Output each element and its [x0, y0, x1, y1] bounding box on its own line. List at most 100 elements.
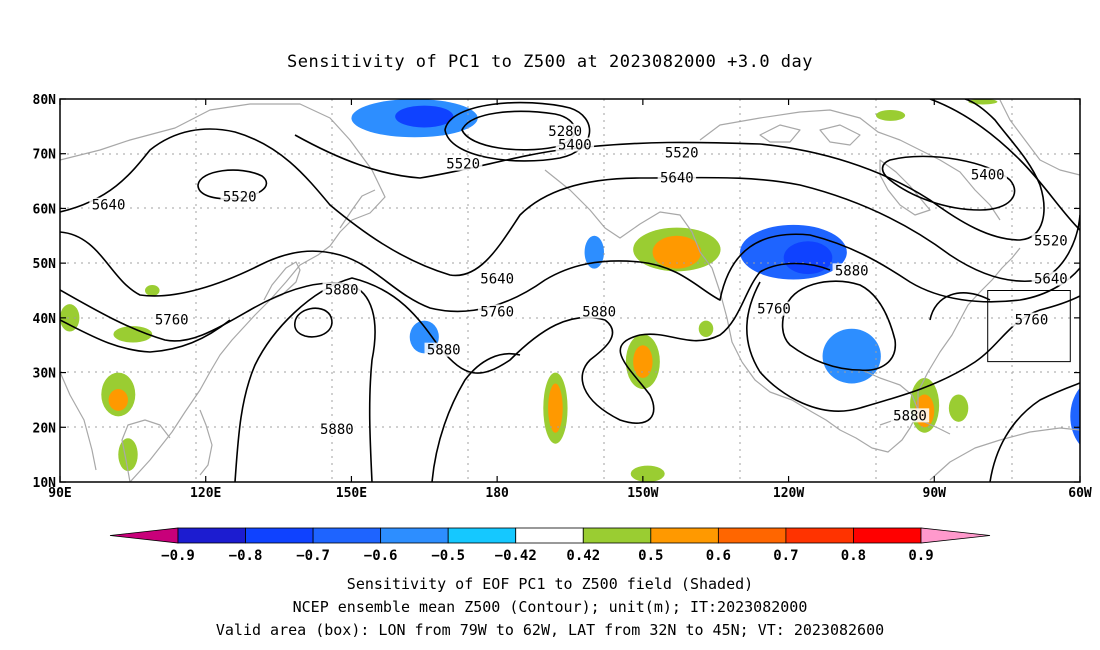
contour-label-text: 5400 — [971, 168, 1005, 184]
shaded-pos-area-11 — [633, 345, 653, 379]
shaded-pos-area-25 — [876, 109, 906, 121]
arctic-islands-coastline-2 — [819, 124, 861, 146]
contour-label-5520: 5520 — [220, 189, 259, 205]
contour-label-5760: 5760 — [754, 301, 794, 318]
contour-label-text: 5640 — [92, 198, 126, 214]
shaded-neg-area-7 — [1070, 387, 1080, 445]
shaded-pos-area-27 — [1085, 99, 1100, 104]
lon-tick-label: 150E — [336, 486, 367, 501]
contour-5760 — [60, 231, 1080, 313]
contour-5880-southeast — [431, 353, 521, 482]
lon-tick-label: 180 — [485, 486, 509, 501]
colorbar-swatch — [785, 527, 854, 544]
colorbar-label: 0.7 — [773, 548, 798, 564]
colorbar-swatch — [447, 527, 517, 544]
contour-label-bg — [890, 408, 930, 423]
contour-label-bg — [89, 197, 128, 212]
india-coastline — [60, 371, 97, 471]
contour-label-5640: 5640 — [477, 271, 517, 288]
contour-label-text: 5760 — [757, 302, 791, 318]
z500-contours — [60, 99, 1080, 482]
contour-label-text: 5760 — [480, 304, 514, 320]
colorbar-label: 0.5 — [638, 548, 663, 564]
contour-label-5520: 5520 — [443, 156, 483, 173]
contour-label-5880: 5880 — [424, 342, 463, 359]
contour-label-bg — [832, 263, 871, 278]
contour-label-text: 5640 — [660, 170, 694, 186]
contour-label-5760: 5760 — [477, 304, 517, 320]
greenland-coastline — [999, 99, 1080, 176]
contour-label-5760: 5760 — [1012, 312, 1051, 329]
contour-label-bg — [424, 342, 463, 357]
contour-label-5880: 5880 — [317, 422, 357, 438]
contour-label-text: 5760 — [155, 313, 189, 329]
shaded-neg-area-4 — [783, 241, 833, 275]
lat-tick-label: 30N — [33, 367, 57, 382]
lat-tick-label: 20N — [33, 421, 57, 436]
colorbar-swatch — [177, 527, 246, 544]
map-frame — [59, 98, 1081, 483]
colorbar-label: 0.9 — [908, 548, 933, 564]
figure-title: Sensitivity of PC1 to Z500 at 2023082000… — [287, 52, 813, 72]
colorbar-swatch — [380, 527, 449, 544]
shaded-pos-area-22 — [60, 304, 80, 332]
contour-label-text: 5520 — [665, 146, 699, 162]
contour-label-bg — [317, 422, 357, 437]
shaded-pos-area-24 — [698, 320, 714, 338]
contour-label-bg — [443, 156, 483, 171]
contour-label-5280: 5280 — [545, 124, 585, 140]
lat-tick-label: 70N — [33, 148, 57, 163]
contour-5640-upper-east — [929, 99, 1080, 231]
colorbar-label: 0.6 — [706, 548, 731, 564]
sensitivity-shading — [60, 99, 1100, 482]
lon-tick-label: 150W — [627, 486, 658, 501]
colorbar-swatch — [650, 527, 719, 544]
indochina-coastline — [121, 419, 171, 482]
contour-label-5400: 5400 — [968, 167, 1007, 184]
contour-5640 — [60, 128, 1080, 283]
colorbar-swatch — [515, 527, 584, 544]
shaded-neg-area-1 — [395, 105, 454, 128]
shaded-pos-area-13 — [548, 383, 563, 433]
shaded-pos-area-21 — [113, 326, 153, 343]
colorbar-swatch — [717, 527, 787, 544]
gulf-coastline — [861, 369, 919, 411]
contour-labels: 5280540055205520552055205400564056405640… — [89, 124, 1100, 438]
contour-label-bg — [1031, 271, 1071, 286]
colorbar-label: −0.9 — [161, 548, 195, 564]
shaded-pos-area-28 — [1080, 199, 1090, 208]
caption-block: Sensitivity of EOF PC1 to Z500 field (Sh… — [216, 575, 884, 639]
lon-tick-label: 90W — [923, 486, 947, 501]
contour-5880-closed-small — [293, 307, 333, 338]
shaded-neg-area-5 — [822, 328, 881, 384]
philippines-coastline — [199, 409, 213, 476]
lat-tick-label: 50N — [33, 257, 57, 272]
contour-label-bg — [477, 271, 517, 286]
contour-label-text: 5880 — [893, 408, 927, 424]
contour-label-5520: 5520 — [1031, 233, 1071, 249]
contour-label-text: 5760 — [1015, 313, 1049, 329]
canada-coastline — [699, 109, 1001, 221]
contour-label-bg — [152, 312, 191, 327]
contour-label-bg — [220, 189, 259, 204]
lon-tick-label: 60W — [1068, 486, 1092, 501]
lat-tick-label: 80N — [33, 93, 57, 108]
colorbar: −0.9 −0.8 −0.7 −0.6 −0.5 −0.42 0.42 0.5 0.6 0.7 0.… — [109, 527, 991, 564]
colorbar-label: −0.6 — [364, 548, 398, 564]
contour-label-bg — [1031, 233, 1071, 248]
contour-label-text: 588 — [1087, 293, 1100, 309]
colorbar-swatch — [853, 527, 922, 544]
lat-tick-label: 40N — [33, 312, 57, 327]
contour-label-text: 5880 — [320, 422, 354, 438]
contour-label-text: 5880 — [835, 263, 869, 279]
colorbar-label: 0.8 — [841, 548, 866, 564]
colorbar-swatch — [245, 527, 314, 544]
caption-shading: Sensitivity of EOF PC1 to Z500 field (Sh… — [347, 575, 753, 593]
colorbar-label: −0.7 — [296, 548, 330, 564]
valid-area-box — [987, 290, 1071, 363]
contour-label-bg — [322, 282, 361, 297]
shaded-pos-area-20 — [118, 438, 138, 472]
caption-contour: NCEP ensemble mean Z500 (Contour); unit(… — [293, 598, 808, 616]
colorbar-high-arrow — [920, 527, 991, 544]
